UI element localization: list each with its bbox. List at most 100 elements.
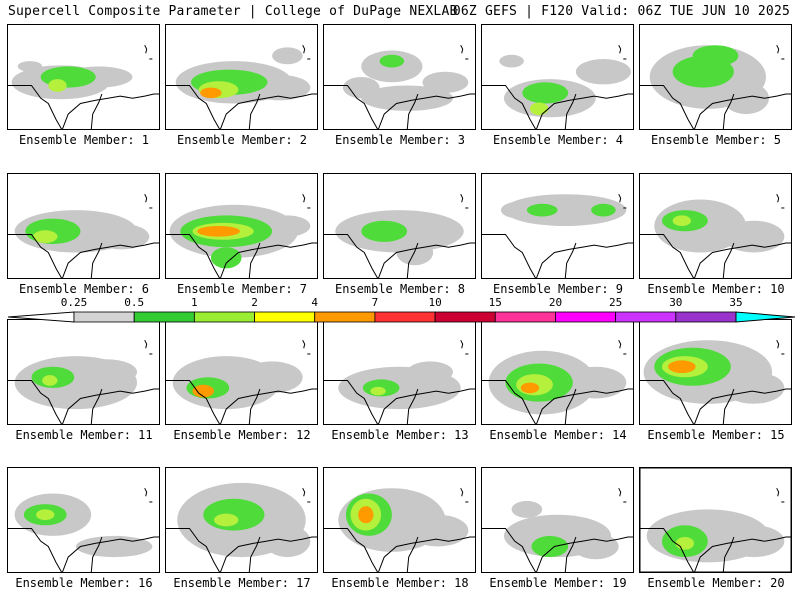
- panel-map: [7, 173, 160, 279]
- panel-map: [7, 467, 160, 573]
- ensemble-panel[interactable]: [323, 173, 476, 279]
- scp-contour: [575, 58, 631, 85]
- ensemble-panel[interactable]: [323, 319, 476, 425]
- colorbar-tick-label: 30: [669, 296, 683, 309]
- ensemble-panel[interactable]: [639, 467, 792, 573]
- panel-label: Ensemble Member: 20: [647, 576, 785, 590]
- colorbar-segment: [254, 311, 316, 323]
- colorbar-segment: [314, 311, 376, 323]
- ensemble-panel[interactable]: [481, 24, 634, 130]
- scp-contour: [407, 361, 454, 383]
- scp-contour: [33, 230, 58, 243]
- colorbar-segment: [675, 311, 737, 323]
- scp-contour: [75, 535, 153, 558]
- panel-label: Ensemble Member: 10: [647, 282, 785, 296]
- colorbar-segment: [555, 311, 617, 323]
- panel-map: [323, 24, 476, 130]
- colorbar-segment: [73, 311, 135, 323]
- panel-map: [481, 24, 634, 130]
- colorbar-tick-label: 10: [428, 296, 442, 309]
- panel-map: [639, 24, 792, 130]
- scp-contour: [572, 533, 619, 560]
- scp-contour: [500, 201, 538, 219]
- ensemble-panel[interactable]: [481, 319, 634, 425]
- scp-contour: [526, 203, 558, 217]
- panel-label: Ensemble Member: 12: [173, 428, 311, 442]
- panel-map: [323, 319, 476, 425]
- ensemble-panel[interactable]: [323, 467, 476, 573]
- panel-label: Ensemble Member: 1: [18, 133, 150, 147]
- panel-label: Ensemble Member: 17: [173, 576, 311, 590]
- scp-contour: [396, 239, 434, 266]
- scp-contour: [668, 360, 696, 374]
- colorbar-segment: [193, 311, 255, 323]
- panel-map: [323, 467, 476, 573]
- panel-label: Ensemble Member: 9: [492, 282, 624, 296]
- ensemble-panel[interactable]: [639, 173, 792, 279]
- panel-map: [481, 467, 634, 573]
- scp-contour: [197, 226, 240, 237]
- scp-contour: [675, 536, 695, 550]
- panel-map: [165, 467, 318, 573]
- ensemble-panel[interactable]: [7, 467, 160, 573]
- panel-label: Ensemble Member: 8: [334, 282, 466, 296]
- scp-contour: [723, 82, 770, 115]
- panel-label: Ensemble Member: 13: [331, 428, 469, 442]
- ensemble-panel[interactable]: [639, 319, 792, 425]
- colorbar-tick-label: 0.25: [60, 296, 88, 309]
- ensemble-panel[interactable]: [639, 24, 792, 130]
- scp-contour: [200, 87, 222, 99]
- panel-label: Ensemble Member: 3: [334, 133, 466, 147]
- colorbar-segment: [615, 311, 677, 323]
- panel-map: [7, 319, 160, 425]
- scp-contour: [17, 61, 43, 72]
- scp-contour: [272, 47, 303, 65]
- colorbar-arrow-right: [735, 311, 796, 323]
- scp-contour: [48, 79, 67, 92]
- panel-label: Ensemble Member: 14: [489, 428, 627, 442]
- ensemble-panel[interactable]: [481, 467, 634, 573]
- ensemble-panel[interactable]: [7, 319, 160, 425]
- ensemble-panel[interactable]: [165, 24, 318, 130]
- panel-map: [639, 173, 792, 279]
- panel-map: [165, 173, 318, 279]
- colorbar-tick-label: 0.5: [124, 296, 145, 309]
- scp-contour: [370, 386, 386, 396]
- panel-label: Ensemble Member: 5: [650, 133, 782, 147]
- ensemble-panel[interactable]: [323, 24, 476, 130]
- ensemble-panel[interactable]: [165, 319, 318, 425]
- colorbar-segment: [374, 311, 436, 323]
- panel-map: [639, 319, 792, 425]
- colorbar-tick-label: 15: [488, 296, 502, 309]
- panel-map: [639, 467, 792, 573]
- ensemble-panel[interactable]: [7, 24, 160, 130]
- scp-contour: [723, 372, 785, 404]
- ensemble-panel[interactable]: [7, 173, 160, 279]
- colorbar-segment: [494, 311, 556, 323]
- scp-contour: [36, 509, 55, 520]
- scp-contour: [210, 247, 242, 269]
- panel-label: Ensemble Member: 18: [331, 576, 469, 590]
- scp-contour: [42, 375, 58, 386]
- scp-contour: [264, 525, 311, 558]
- colorbar-tick-label: 2: [251, 296, 258, 309]
- scp-contour: [342, 77, 380, 99]
- ensemble-panel[interactable]: [481, 173, 634, 279]
- panel-label: Ensemble Member: 6: [18, 282, 150, 296]
- chart-title: Supercell Composite Parameter | College …: [8, 4, 458, 19]
- ensemble-panel[interactable]: [165, 467, 318, 573]
- panel-map: [323, 173, 476, 279]
- scp-contour: [361, 85, 454, 111]
- scp-contour: [723, 525, 785, 558]
- panel-label: Ensemble Member: 15: [647, 428, 785, 442]
- colorbar-tick-label: 7: [371, 296, 379, 309]
- ensemble-panel[interactable]: [165, 173, 318, 279]
- scp-contour: [407, 514, 469, 547]
- colorbar: [8, 311, 796, 323]
- colorbar-arrow-left: [8, 311, 75, 323]
- panel-map: [7, 24, 160, 130]
- scp-contour: [94, 223, 150, 250]
- scp-contour: [358, 506, 374, 524]
- scp-contour: [422, 71, 469, 93]
- panel-map: [165, 24, 318, 130]
